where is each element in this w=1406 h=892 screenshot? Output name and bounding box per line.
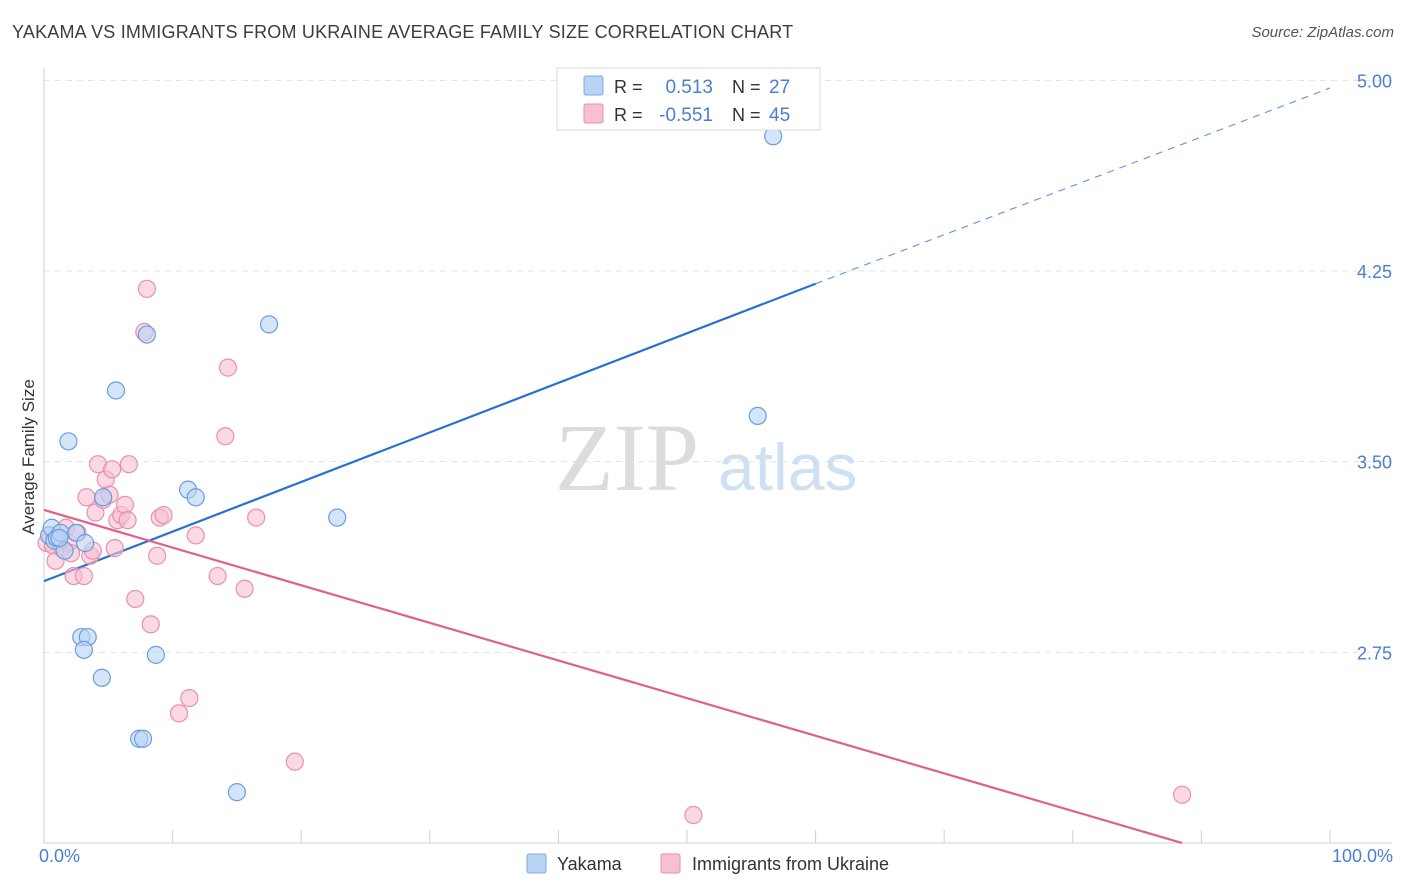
point-yakama (133, 729, 153, 748)
y-tick-labels: 2.75 3.50 4.25 5.00 (1357, 71, 1392, 663)
source-label: Source: ZipAtlas.com (1251, 24, 1394, 41)
point-ukraine (105, 539, 124, 558)
point-yakama (259, 315, 279, 334)
point-ukraine (137, 279, 156, 298)
point-ukraine (285, 752, 304, 771)
x-tick-label-min: 0.0% (39, 846, 80, 866)
legend-n-label-0: N = (732, 77, 761, 97)
point-yakama (76, 533, 95, 553)
grid (44, 79, 1392, 653)
point-ukraine (684, 805, 703, 825)
point-ukraine (77, 488, 96, 507)
point-yakama (146, 645, 165, 664)
watermark-zip: ZIP (555, 404, 699, 511)
point-ukraine (169, 704, 189, 723)
x-ticks (172, 830, 1331, 843)
chart-title: YAKAMA VS IMMIGRANTS FROM UKRAINE AVERAG… (12, 22, 794, 42)
stats-legend: R = 0.513 N = 27 R = -0.551 N = 45 (556, 67, 821, 131)
point-yakama (137, 325, 156, 344)
legend-r-label-0: R = (614, 77, 643, 97)
trend-line-yakama (43, 282, 816, 583)
point-yakama (74, 640, 93, 659)
point-ukraine (180, 688, 199, 708)
y-axis-label: Average Family Size (19, 379, 38, 535)
point-ukraine (247, 508, 266, 527)
legend-n-label-1: N = (732, 105, 761, 125)
axes (43, 68, 1392, 844)
point-ukraine (103, 460, 122, 479)
y-tick-label: 3.50 (1357, 453, 1392, 473)
legend-n-value-0: 27 (769, 77, 790, 98)
point-yakama (186, 488, 205, 507)
point-ukraine (154, 505, 173, 525)
trend-lines (43, 87, 1331, 845)
y-tick-label: 2.75 (1357, 643, 1392, 663)
x-tick-label-max: 100.0% (1332, 846, 1393, 866)
point-ukraine (208, 566, 227, 586)
legend-n-value-1: 45 (769, 105, 790, 126)
bottom-legend: Yakama Immigrants from Ukraine (526, 853, 889, 874)
trend-line-ukraine (43, 508, 1183, 845)
bottom-legend-swatch-yakama (526, 853, 547, 874)
watermark-atlas: atlas (718, 430, 857, 504)
point-yakama (92, 668, 111, 687)
point-ukraine (141, 615, 160, 634)
trend-line-yakama-extension (815, 87, 1331, 285)
point-ukraine (126, 589, 145, 609)
legend-r-label-1: R = (614, 105, 643, 125)
point-ukraine (216, 427, 235, 446)
point-ukraine (148, 546, 167, 565)
point-yakama (748, 406, 767, 426)
point-yakama (227, 783, 246, 802)
point-yakama (59, 432, 78, 451)
watermark: ZIP atlas (555, 404, 857, 511)
bottom-legend-swatch-ukraine (660, 853, 681, 874)
y-tick-label: 5.00 (1357, 71, 1392, 91)
data-points (37, 127, 1192, 825)
point-ukraine (1173, 785, 1192, 804)
point-ukraine (186, 526, 205, 545)
point-yakama (328, 508, 347, 527)
point-ukraine (235, 579, 254, 598)
bottom-legend-label-yakama: Yakama (557, 854, 623, 874)
legend-swatch-ukraine (583, 103, 604, 124)
point-yakama (106, 381, 126, 400)
legend-r-value-1: -0.551 (659, 105, 713, 126)
point-ukraine (115, 495, 135, 514)
legend-swatch-yakama (583, 75, 604, 96)
point-yakama (50, 528, 69, 548)
legend-r-value-0: 0.513 (665, 77, 713, 98)
point-ukraine (218, 358, 237, 377)
point-yakama (94, 488, 113, 507)
bottom-legend-label-ukraine: Immigrants from Ukraine (692, 854, 889, 874)
point-ukraine (119, 455, 138, 474)
y-tick-label: 4.25 (1357, 262, 1392, 282)
point-ukraine (118, 511, 137, 530)
point-ukraine (74, 566, 93, 586)
